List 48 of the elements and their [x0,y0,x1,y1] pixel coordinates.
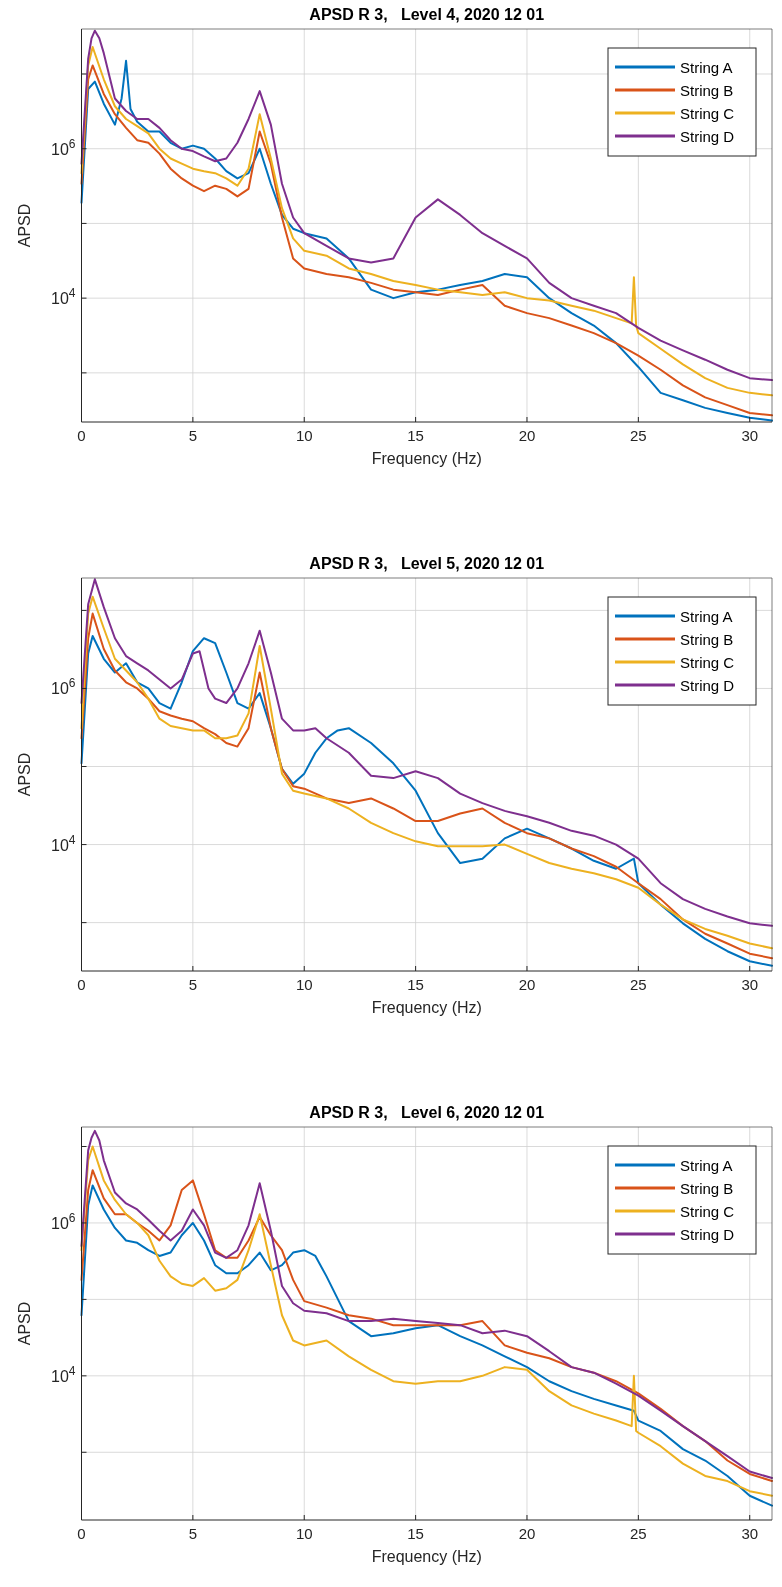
x-tick-label: 0 [77,427,86,444]
x-axis-title: Frequency (Hz) [371,999,482,1016]
x-tick-label: 5 [188,427,198,444]
x-tick-label: 30 [741,427,759,444]
legend-label: String A [680,608,733,625]
x-tick-label: 15 [407,427,424,444]
legend-label: String A [680,59,733,76]
x-tick-label: 5 [188,976,198,993]
y-axis-title: APSD [16,1301,33,1346]
y-tick-label: 10$^{4}$ [51,286,76,308]
legend-label: String C [680,1203,735,1220]
legend-label: String D [680,1226,735,1243]
legend-label: String B [680,1180,734,1197]
legend-label: String D [680,128,735,145]
legend-label: String B [680,82,734,99]
x-tick-label: 25 [630,427,647,444]
x-tick-label: 30 [741,1525,759,1542]
x-tick-label: 15 [407,1525,424,1542]
x-axis-title: Frequency (Hz) [371,450,482,467]
x-tick-label: 15 [407,976,424,993]
legend-label: String A [680,1157,733,1174]
x-tick-label: 20 [518,976,536,993]
chart-title: APSD R 3, Level 5, 2020 12 01 [309,555,545,572]
legend-label: String C [680,105,735,122]
x-tick-label: 10 [295,976,313,993]
x-tick-label: 25 [630,976,647,993]
x-tick-label: 10 [295,427,313,444]
x-tick-label: 20 [518,1525,536,1542]
x-tick-label: 20 [518,427,536,444]
y-axis-title: APSD [16,752,33,797]
legend-label: String D [680,677,735,694]
x-tick-label: 30 [741,976,759,993]
x-tick-label: 25 [630,1525,647,1542]
x-tick-label: 10 [295,1525,313,1542]
y-tick-label: 10$^{4}$ [51,1363,76,1385]
chart-title: APSD R 3, Level 4, 2020 12 01 [309,6,545,23]
y-tick-label: 10$^{6}$ [51,676,76,698]
y-tick-label: 10$^{6}$ [51,1210,76,1232]
legend-label: String C [680,654,735,671]
y-tick-label: 10$^{6}$ [51,136,76,158]
chart-title: APSD R 3, Level 6, 2020 12 01 [309,1104,545,1121]
x-axis-title: Frequency (Hz) [371,1548,482,1565]
y-axis-title: APSD [16,203,33,248]
y-tick-label: 10$^{4}$ [51,832,76,854]
x-tick-label: 0 [77,1525,86,1542]
legend-label: String B [680,631,734,648]
x-tick-label: 0 [77,976,86,993]
x-tick-label: 5 [188,1525,198,1542]
